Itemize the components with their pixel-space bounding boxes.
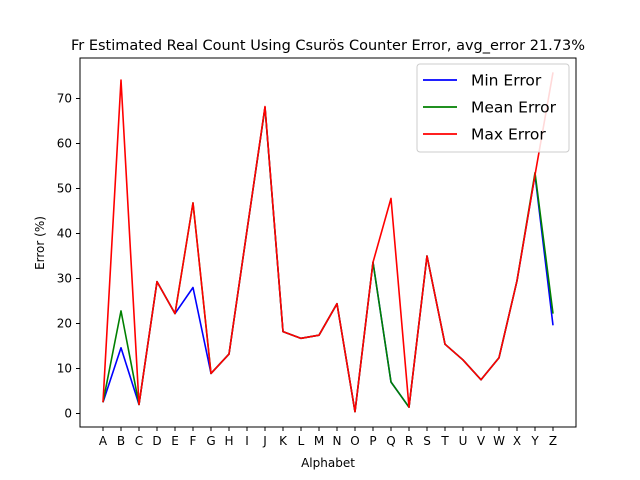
x-tick-label: Z <box>549 434 557 448</box>
y-tick-label: 20 <box>57 317 72 331</box>
plot-frame <box>79 57 577 428</box>
x-tick-label: V <box>477 434 486 448</box>
x-tick-label: E <box>171 434 179 448</box>
y-tick-label: 50 <box>57 182 72 196</box>
x-tick-label: C <box>135 434 143 448</box>
x-tick-label: N <box>333 434 342 448</box>
x-tick-label: R <box>405 434 413 448</box>
series-line-min-error <box>102 106 554 413</box>
legend-label: Min Error <box>471 72 542 90</box>
x-tick-label: W <box>493 434 505 448</box>
x-tick-label: M <box>314 434 324 448</box>
legend-label: Mean Error <box>471 99 557 117</box>
plot-series <box>102 72 554 413</box>
x-tick-label: H <box>224 434 233 448</box>
x-tick-label: U <box>459 434 468 448</box>
y-tick-label: 0 <box>64 407 72 421</box>
x-tick-label: G <box>206 434 215 448</box>
legend-label: Max Error <box>471 126 546 144</box>
x-tick-label: Y <box>530 434 539 448</box>
x-tick-label: L <box>298 434 305 448</box>
x-tick-label: X <box>513 434 521 448</box>
x-tick-label: J <box>262 434 267 448</box>
x-axis-label: Alphabet <box>301 456 355 470</box>
x-tick-label: I <box>245 434 249 448</box>
y-axis-label: Error (%) <box>33 216 47 270</box>
x-tick-label: S <box>423 434 431 448</box>
x-tick-label: Q <box>386 434 395 448</box>
y-tick-label: 70 <box>57 92 72 106</box>
y-axis: 0 10 20 30 40 50 60 70 <box>57 92 80 421</box>
x-tick-label: B <box>117 434 125 448</box>
x-tick-label: O <box>350 434 359 448</box>
y-tick-label: 10 <box>57 362 72 376</box>
series-line-mean-error <box>102 106 554 413</box>
x-tick-label: P <box>369 434 376 448</box>
x-tick-label: D <box>152 434 161 448</box>
y-tick-label: 40 <box>57 227 72 241</box>
chart-title: Fr Estimated Real Count Using Csurös Cou… <box>71 38 585 54</box>
x-tick-label: A <box>99 434 108 448</box>
y-tick-label: 30 <box>57 272 72 286</box>
legend-box <box>416 63 570 153</box>
x-tick-label: F <box>190 434 197 448</box>
series-line-max-error <box>102 72 554 413</box>
x-tick-label: T <box>440 434 449 448</box>
legend: Min Error Mean Error Max Error <box>416 63 570 153</box>
y-tick-label: 60 <box>57 137 72 151</box>
x-tick-label: K <box>279 434 288 448</box>
